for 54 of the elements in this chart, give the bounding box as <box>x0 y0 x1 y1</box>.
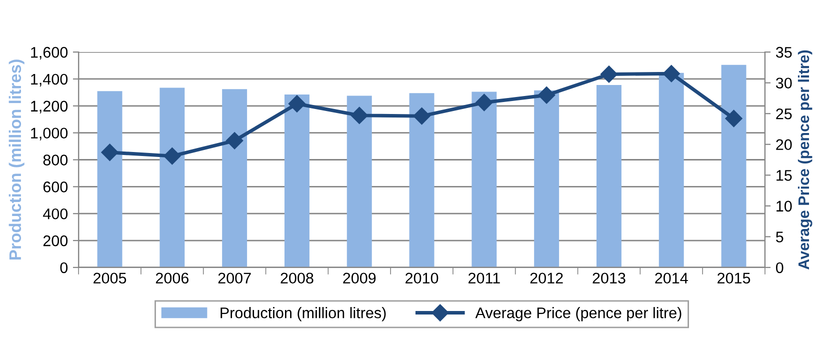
point <box>662 65 680 82</box>
legend-label: Average Price (pence per litre) <box>475 307 682 322</box>
y2-tick-label: 10 <box>776 200 792 212</box>
x-tick-label: 2015 <box>718 272 750 284</box>
y-tick-label: 0 <box>60 262 68 274</box>
y2-tick-label: 20 <box>776 139 792 150</box>
y2-tick-label: 30 <box>776 78 792 89</box>
point <box>350 106 368 124</box>
x-tick-label: 2012 <box>530 272 563 284</box>
bar <box>97 91 122 268</box>
point <box>600 66 618 83</box>
y2-tick-label: 15 <box>776 170 792 181</box>
bar <box>409 93 434 268</box>
legend-label: Production (million litres) <box>220 307 386 322</box>
bar <box>658 72 684 268</box>
bar <box>284 94 310 268</box>
y-tick-label: 800 <box>43 154 68 166</box>
x-tick-label: 2014 <box>655 272 688 284</box>
y2-tick-label: 5 <box>776 232 784 242</box>
bar <box>472 92 497 268</box>
point <box>226 132 244 150</box>
y-tick-label: 1,600 <box>31 46 68 60</box>
bar <box>222 89 248 268</box>
x-tick-label: 2010 <box>406 272 438 284</box>
y-axis-title: Production (million litres) <box>8 60 24 260</box>
y2-tick-label: 0 <box>776 262 784 274</box>
y2-axis-title: Average Price (pence per litre) <box>798 50 812 270</box>
y-tick-label: 200 <box>43 235 68 246</box>
point <box>538 86 556 104</box>
point <box>413 108 430 125</box>
y2-tick-label: 35 <box>776 46 792 58</box>
x-tick-label: 2005 <box>94 272 126 284</box>
point <box>476 94 493 112</box>
x-tick-label: 2009 <box>343 272 376 284</box>
bar <box>596 85 622 268</box>
point <box>164 148 181 165</box>
y2-tick-label: 25 <box>776 108 792 120</box>
x-tick-label: 2011 <box>468 272 500 284</box>
bar <box>346 96 372 268</box>
x-tick-label: 2006 <box>156 272 188 284</box>
point <box>725 110 742 128</box>
point <box>288 95 306 112</box>
bar <box>160 88 185 268</box>
y-tick-label: 400 <box>43 208 68 220</box>
y-tick-label: 1,400 <box>31 74 68 86</box>
x-tick-label: 2013 <box>592 272 626 284</box>
y-tick-label: 600 <box>43 182 68 192</box>
y-tick-label: 1,000 <box>31 128 68 140</box>
bar <box>721 64 746 268</box>
x-tick-label: 2007 <box>218 272 251 284</box>
point <box>101 144 118 161</box>
bar <box>534 90 560 268</box>
y-tick-label: 1,200 <box>31 100 68 114</box>
x-tick-label: 2008 <box>280 272 314 284</box>
